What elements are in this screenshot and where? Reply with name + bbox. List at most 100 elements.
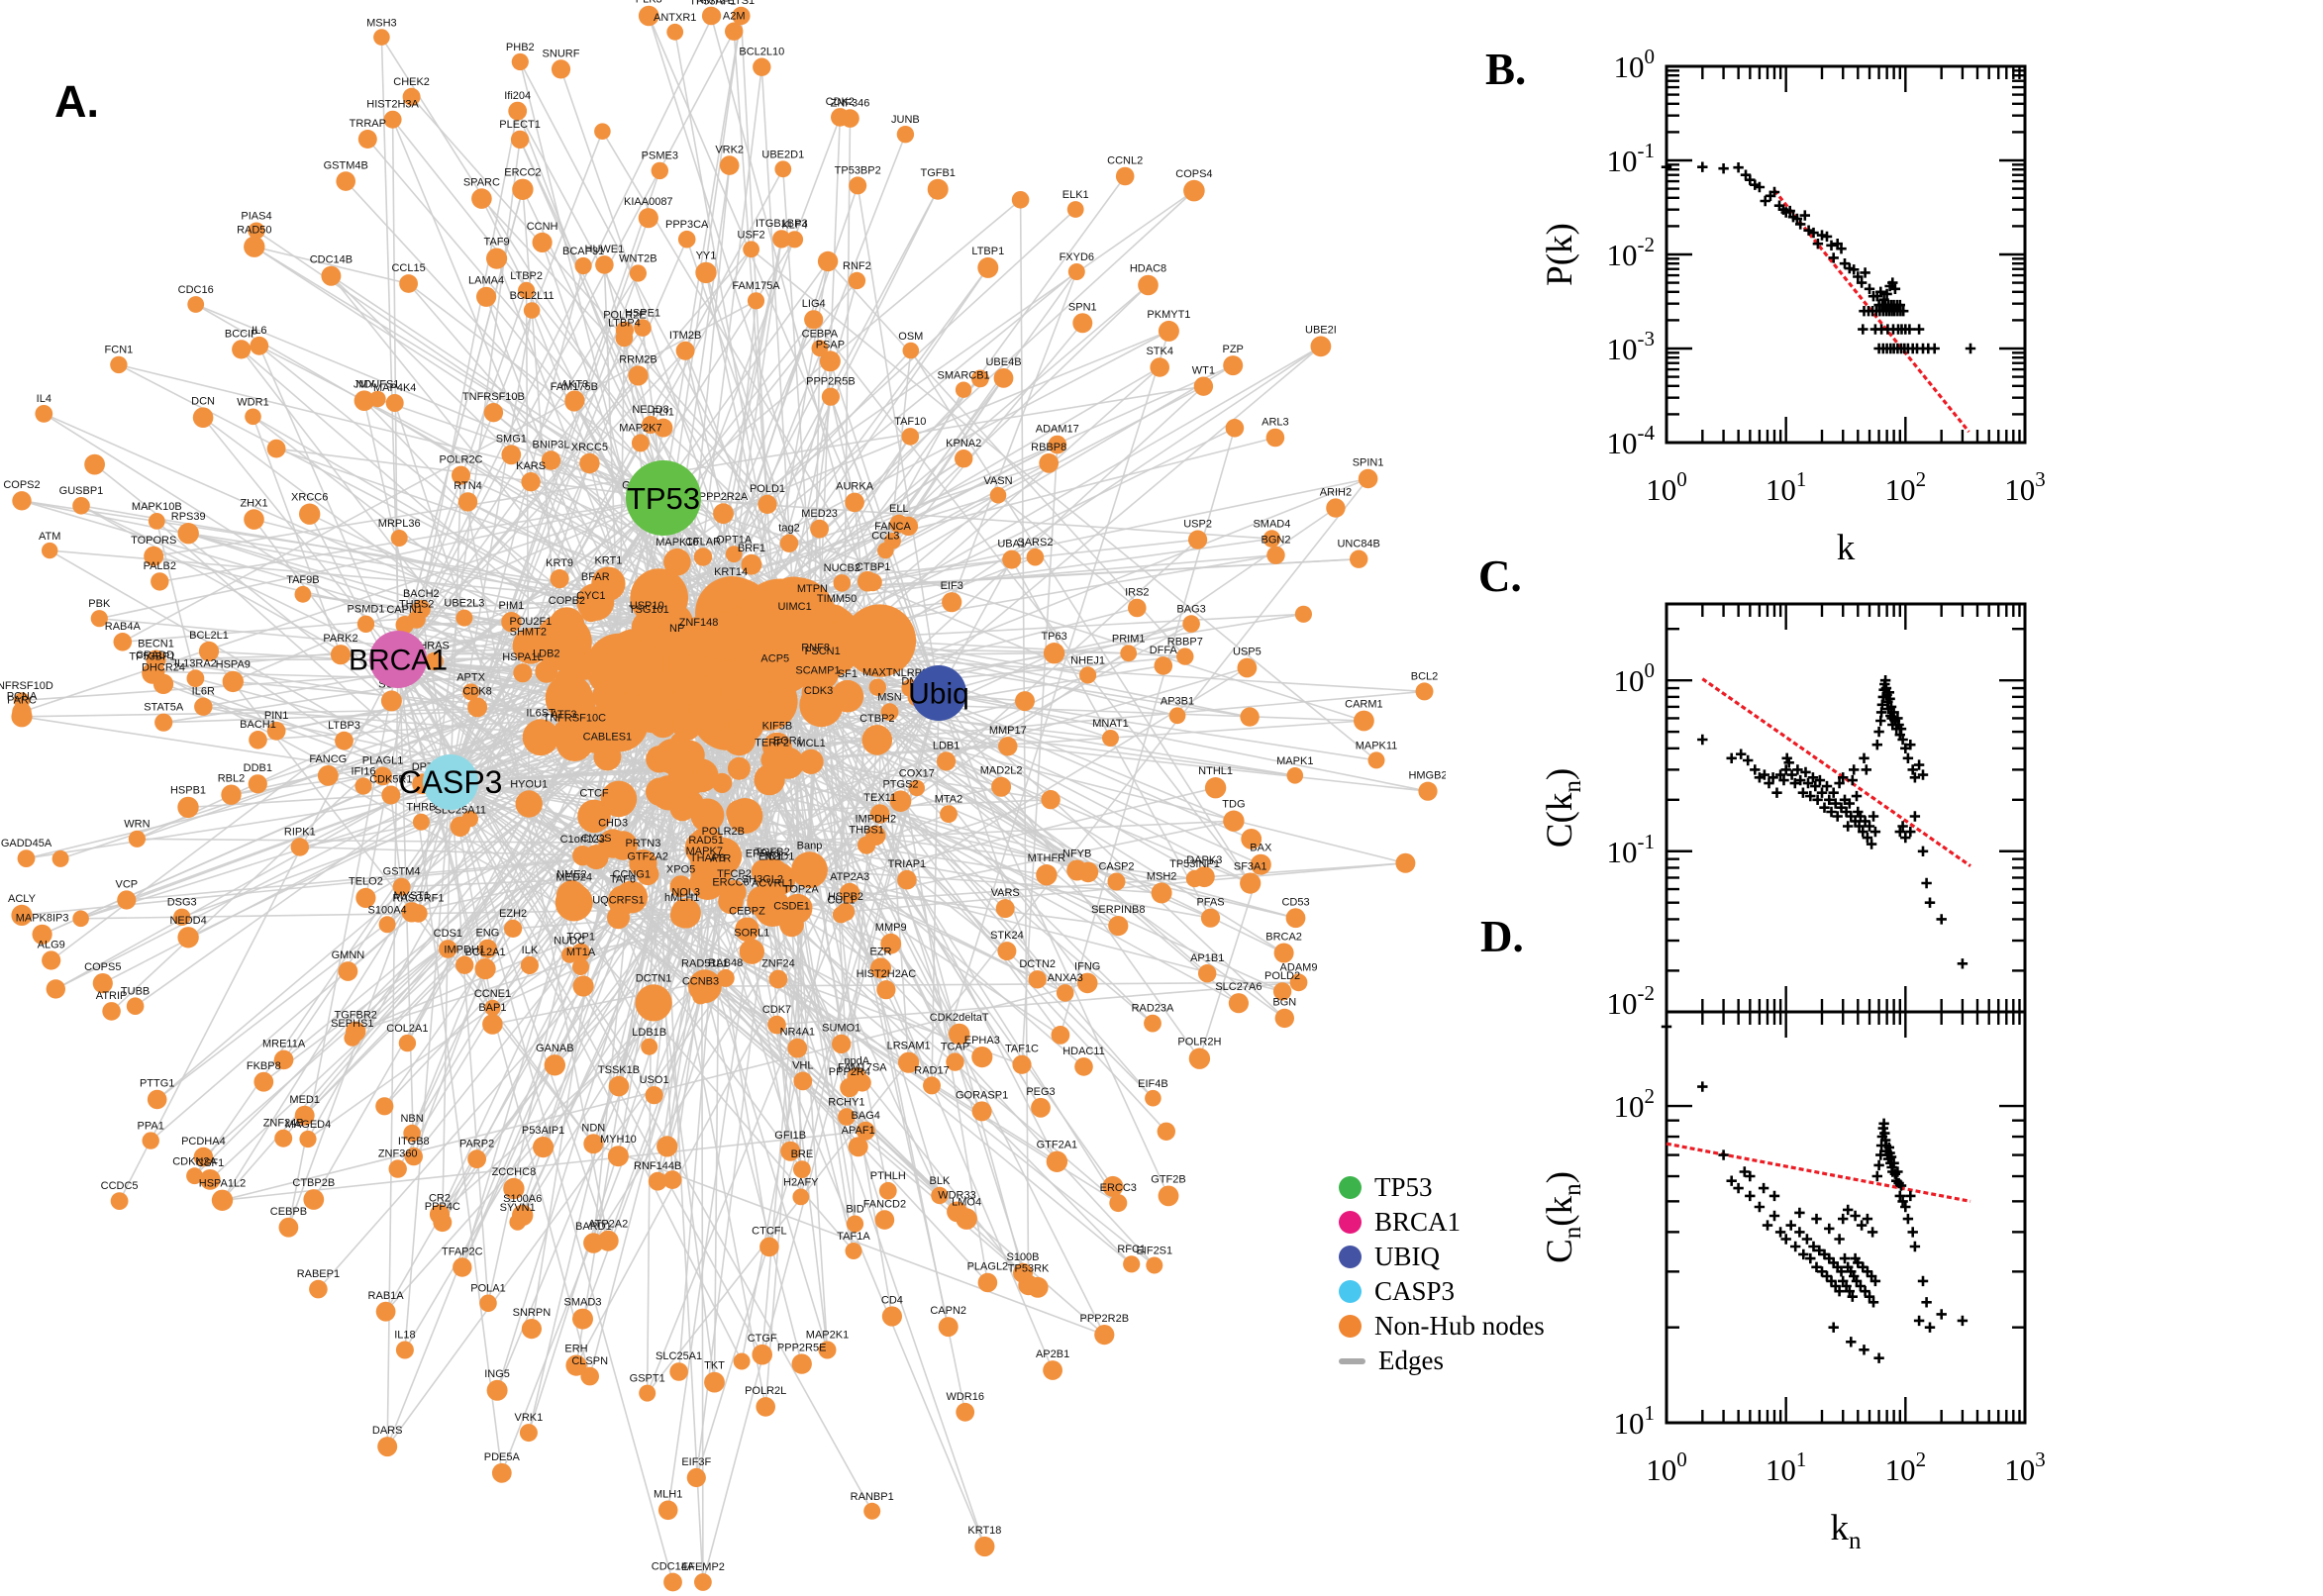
network-node [1188,1047,1211,1069]
gene-label: TRRAP [350,118,386,130]
scatter-point [1838,1213,1849,1225]
network-node [657,1500,678,1521]
scatter-point [1936,1309,1947,1320]
network-node [1041,790,1060,810]
gene-label: SLC25A1 [656,1350,702,1362]
network-node [971,1101,992,1122]
network-node [221,784,242,805]
axis-label: kn [1831,1508,1863,1554]
network-node [84,453,105,475]
network-node [574,256,592,275]
tick-label: 10-2 [1607,981,1656,1021]
network-node [278,1217,299,1238]
network-node [266,439,286,458]
gene-label: EID1 [758,851,782,863]
tick-label: 102 [1614,1084,1656,1124]
gene-label: npdA [844,1055,869,1067]
gene-label: STAT5A [144,702,184,714]
gene-label: VHL [792,1060,813,1072]
gene-label: EPHA3 [964,1035,1000,1047]
gene-label: MAPK7 [686,846,723,857]
network-node [898,516,919,537]
gene-label: THBS1 [849,825,883,837]
network-node [802,594,822,614]
scatter-point [1864,821,1875,832]
network-edge [118,658,399,1202]
gene-label: DCTN1 [636,972,672,984]
network-node [1262,530,1281,548]
gene-label: MTA2 [935,793,963,805]
gene-label: NEDD4 [169,915,206,927]
network-node [439,940,457,958]
network-node [747,292,765,310]
gene-label: HSPB2 [828,891,863,903]
gene-label: SMAD3 [564,1297,602,1309]
network-node [856,1121,875,1141]
network-node [378,916,396,934]
gene-label: CCDC5 [101,1180,139,1192]
network-node [346,1021,366,1043]
network-node [1138,274,1159,296]
gene-label: EIF3 [941,580,963,592]
gene-label: CDC14B [310,254,353,266]
network-node [701,6,721,26]
scatter-point [1864,283,1875,294]
network-node [354,390,375,412]
network-node [690,846,722,878]
gene-label: TAF6 [610,873,636,885]
gene-label: KRT9 [546,557,573,569]
network-node [356,615,375,633]
network-node [142,1132,159,1149]
network-edge [631,896,988,1284]
network-node [549,607,585,643]
node-color-swatch [1339,1246,1362,1268]
gene-label: BGN2 [1262,535,1291,547]
scatter-point [1843,1204,1854,1216]
gene-label: TP53BP2 [835,164,881,176]
gene-label: IL6R [192,686,215,698]
network-node [716,968,735,987]
network-node [666,634,687,655]
network-node [791,851,828,889]
gene-label: PTHLH [870,1170,906,1182]
scatter-point [1821,231,1833,243]
gene-label: CDS1 [434,928,462,940]
network-node [1039,452,1060,473]
network-legend: TP53 BRCA1 UBIQ CASP3 Non-Hub nodes Edges [1339,1170,1545,1378]
network-edge [382,596,660,777]
legend-item-brca1: BRCA1 [1339,1205,1545,1240]
network-edge [450,443,642,783]
network-edge [700,774,1156,1266]
scatter-point [1768,772,1778,783]
gene-label: CHEK2 [393,76,430,88]
network-node [831,679,864,713]
gene-label: HDAC11 [1062,1046,1105,1057]
network-node [1225,419,1245,438]
gene-label: COPS4 [1175,168,1212,180]
network-node [1043,1360,1062,1380]
network-node [1074,1057,1093,1076]
gene-label: CFLAR [685,536,721,548]
network-node [845,1243,862,1259]
scatter-point [1832,811,1843,822]
gene-label: UNC84B [1337,539,1379,550]
network-node [13,692,31,709]
panel-d-label: D. [1480,912,1524,961]
gene-label: MSH2 [1147,870,1177,882]
network-node [1266,546,1285,564]
network-edge [776,427,1236,653]
scatter-point [1783,757,1794,768]
gene-label: PCNA [7,690,38,702]
gene-label: SF1 [838,668,858,680]
gene-label: FAM175A [732,280,780,292]
scatter-point [1861,764,1871,775]
gene-label: EZH2 [499,908,527,920]
gene-label: PSMD1 [348,604,385,616]
network-node [881,1306,903,1327]
plot-frame [1665,1010,2027,1425]
gene-label: CDK7 [762,1004,791,1016]
plot-panel-b: 100 10-1 10-2 10-3 10-4 100 101 102 103 k P(k) [1540,45,2046,568]
gene-label: EIF4B [1138,1078,1168,1090]
gene-label: CCNG1 [612,869,651,881]
network-node [774,160,792,178]
